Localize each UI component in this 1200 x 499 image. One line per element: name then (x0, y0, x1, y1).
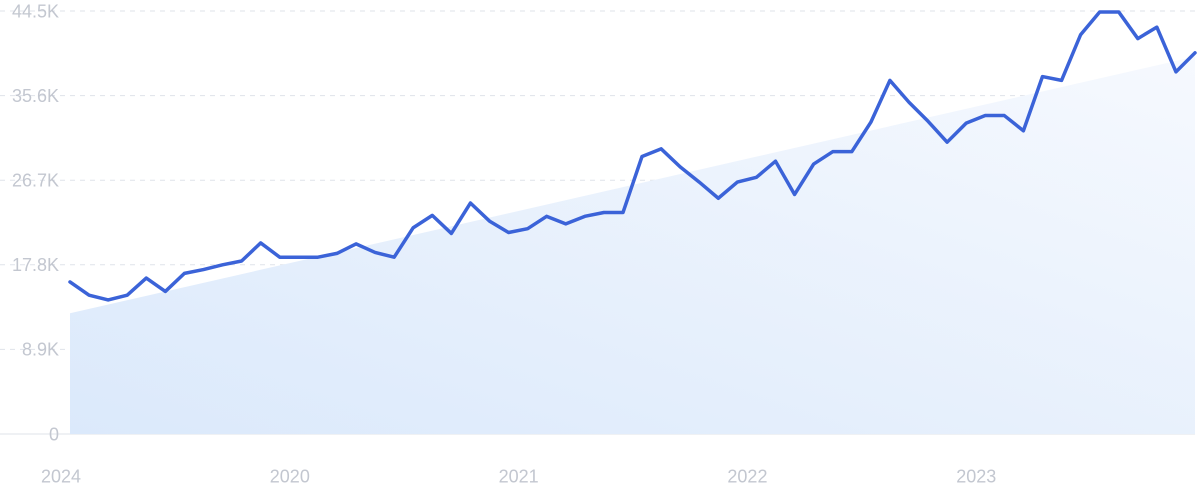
data-point (410, 225, 416, 231)
data-point (830, 149, 836, 155)
data-point (639, 153, 645, 159)
data-point (277, 254, 283, 260)
data-point (563, 221, 569, 227)
data-point (982, 113, 988, 119)
data-point (792, 191, 798, 197)
data-point (544, 213, 550, 219)
data-point (1135, 36, 1141, 42)
data-point (811, 161, 817, 167)
data-point (753, 174, 759, 180)
data-point (868, 119, 874, 125)
x-tick-label: 2020 (270, 466, 310, 486)
trend-area (70, 56, 1195, 435)
data-point (1116, 9, 1122, 15)
x-tick-label: 2023 (956, 466, 996, 486)
y-axis-labels: 0 8.9K 17.8K 26.7K 35.6K 44.5K (12, 1, 59, 444)
data-point (1097, 9, 1103, 15)
data-point (486, 218, 492, 224)
data-point (1059, 77, 1065, 83)
x-tick-label: 2022 (727, 466, 767, 486)
data-point (220, 262, 226, 268)
data-point (925, 118, 931, 124)
data-point (734, 179, 740, 185)
x-tick-label: 2021 (499, 466, 539, 486)
data-point (181, 270, 187, 276)
data-point (677, 164, 683, 170)
data-point (467, 200, 473, 206)
data-point (258, 240, 264, 246)
data-point (296, 254, 302, 260)
data-point (906, 99, 912, 105)
data-point (601, 210, 607, 216)
series-line-group (67, 9, 1198, 303)
data-point (582, 213, 588, 219)
data-point (620, 210, 626, 216)
y-tick-label: 26.7K (12, 171, 59, 191)
data-point (143, 275, 149, 281)
data-point (525, 226, 531, 232)
y-tick-label: 0 (49, 424, 59, 444)
data-point (315, 254, 321, 260)
data-point (124, 292, 130, 298)
data-point (391, 254, 397, 260)
data-point (696, 179, 702, 185)
y-tick-label: 35.6K (12, 86, 59, 106)
series-line (68, 10, 1197, 302)
data-point (1173, 69, 1179, 75)
data-point (944, 139, 950, 145)
trend-area-fill (70, 56, 1195, 435)
data-point (506, 229, 512, 235)
y-tick-label: 8.9K (22, 340, 59, 360)
data-point (67, 279, 73, 285)
y-tick-label: 44.5K (12, 1, 59, 21)
data-point (162, 288, 168, 294)
data-point (372, 249, 378, 255)
data-point (429, 212, 435, 218)
data-point (448, 230, 454, 236)
data-point (658, 146, 664, 152)
data-point (200, 267, 206, 273)
x-axis-labels: 2020 2021 2022 2023 2024 (41, 466, 996, 486)
data-point (1078, 32, 1084, 38)
y-tick-label: 17.8K (12, 255, 59, 275)
data-point (715, 195, 721, 201)
data-point (239, 258, 245, 264)
data-point (1192, 50, 1198, 56)
data-point (963, 120, 969, 126)
data-point (1154, 24, 1160, 30)
data-point (334, 250, 340, 256)
x-tick-label: 2024 (41, 466, 81, 486)
data-point (1001, 113, 1007, 119)
data-point (887, 77, 893, 83)
data-point (1039, 74, 1045, 80)
data-point (105, 297, 111, 303)
data-point (773, 158, 779, 164)
data-point (86, 292, 92, 298)
data-point (1020, 128, 1026, 134)
data-point (353, 241, 359, 247)
data-point (849, 149, 855, 155)
